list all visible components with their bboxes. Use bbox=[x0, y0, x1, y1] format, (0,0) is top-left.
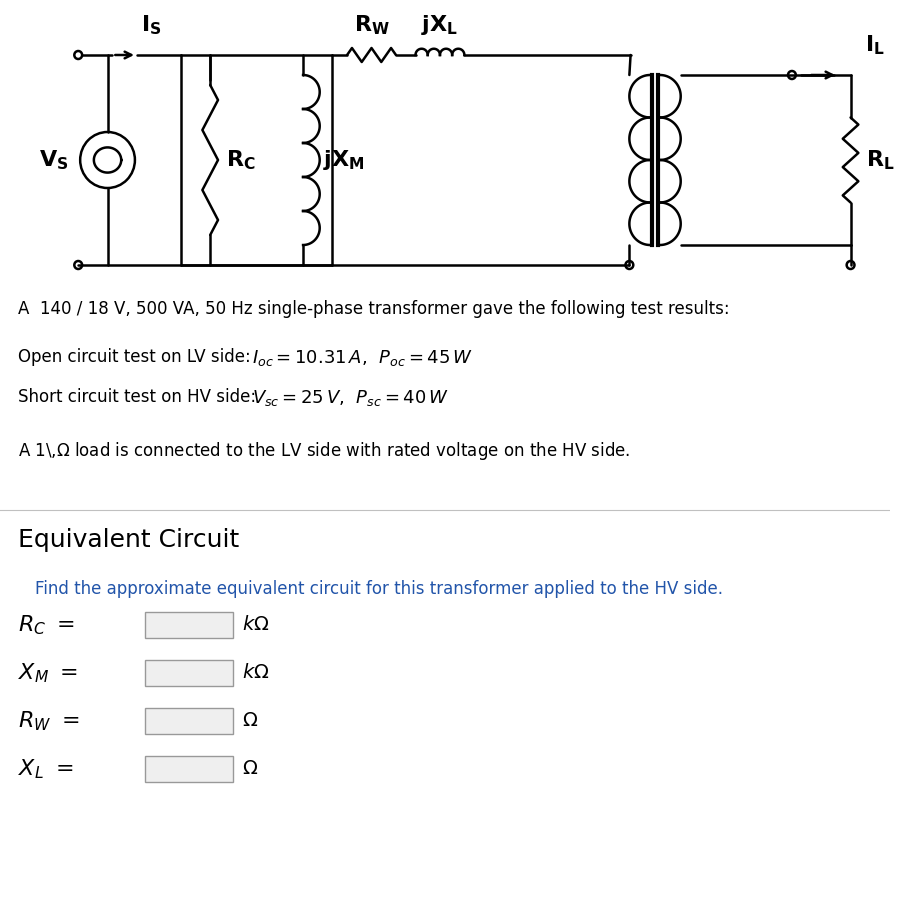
Text: $\mathbf{j X_L}$: $\mathbf{j X_L}$ bbox=[421, 13, 459, 37]
Text: $\mathbf{j X_M}$: $\mathbf{j X_M}$ bbox=[323, 148, 364, 172]
Text: Short circuit test on HV side:: Short circuit test on HV side: bbox=[17, 388, 264, 406]
Text: Open circuit test on LV side:: Open circuit test on LV side: bbox=[17, 348, 258, 366]
Text: $\Omega$: $\Omega$ bbox=[242, 712, 258, 731]
Text: $X_M$$\ =$: $X_M$$\ =$ bbox=[17, 661, 77, 685]
Text: $k\Omega$: $k\Omega$ bbox=[242, 615, 270, 635]
Text: $\mathbf{V_S}$: $\mathbf{V_S}$ bbox=[39, 149, 68, 171]
Text: $R_C$$\ =$: $R_C$$\ =$ bbox=[17, 613, 75, 636]
Text: $\mathbf{I_S}$: $\mathbf{I_S}$ bbox=[141, 14, 162, 37]
Text: $\mathbf{R_W}$: $\mathbf{R_W}$ bbox=[354, 14, 389, 37]
Text: $\mathbf{I_L}$: $\mathbf{I_L}$ bbox=[865, 33, 885, 57]
Text: $X_L$$\ =$: $X_L$$\ =$ bbox=[17, 757, 73, 780]
Text: $\mathbf{R_L}$: $\mathbf{R_L}$ bbox=[866, 149, 895, 171]
Text: $k\Omega$: $k\Omega$ bbox=[242, 664, 270, 682]
Text: A 1\,$\Omega$ load is connected to the LV side with rated voltage on the HV side: A 1\,$\Omega$ load is connected to the L… bbox=[17, 440, 630, 462]
FancyBboxPatch shape bbox=[145, 612, 233, 638]
Text: $\mathit{I}_{oc} = 10.31\,A{,}\ \ \mathit{P}_{oc} = 45\,W$: $\mathit{I}_{oc} = 10.31\,A{,}\ \ \mathi… bbox=[252, 348, 473, 368]
FancyBboxPatch shape bbox=[145, 756, 233, 782]
Text: A  140 / 18 V, 500 VA, 50 Hz single-phase transformer gave the following test re: A 140 / 18 V, 500 VA, 50 Hz single-phase… bbox=[17, 300, 729, 318]
Text: $\mathit{V}_{sc} = 25\,V{,}\ \ \mathit{P}_{sc} = 40\,W$: $\mathit{V}_{sc} = 25\,V{,}\ \ \mathit{P… bbox=[252, 388, 450, 408]
FancyBboxPatch shape bbox=[145, 660, 233, 686]
Text: Equivalent Circuit: Equivalent Circuit bbox=[17, 528, 238, 552]
FancyBboxPatch shape bbox=[145, 708, 233, 734]
Text: Find the approximate equivalent circuit for this transformer applied to the HV s: Find the approximate equivalent circuit … bbox=[35, 580, 723, 598]
Text: $\Omega$: $\Omega$ bbox=[242, 759, 258, 779]
Text: $\mathbf{R_C}$: $\mathbf{R_C}$ bbox=[226, 149, 256, 171]
Text: $R_W$$\ =$: $R_W$$\ =$ bbox=[17, 709, 79, 733]
